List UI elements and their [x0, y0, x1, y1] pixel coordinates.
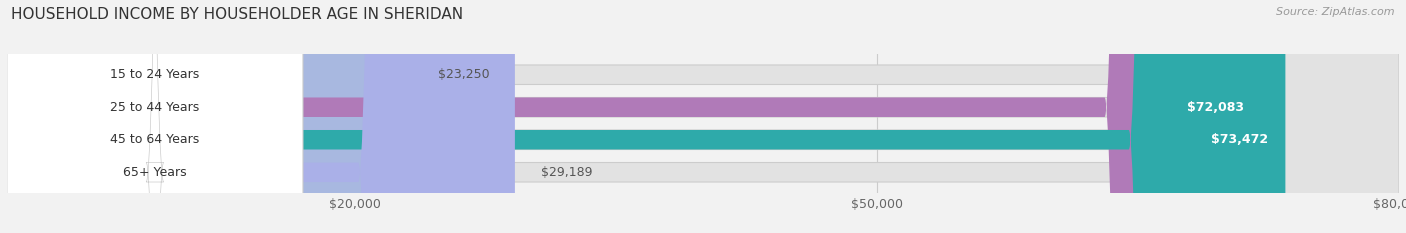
FancyBboxPatch shape: [7, 0, 1399, 233]
FancyBboxPatch shape: [7, 0, 302, 233]
Text: $73,472: $73,472: [1211, 133, 1268, 146]
FancyBboxPatch shape: [7, 0, 1261, 233]
FancyBboxPatch shape: [7, 0, 1399, 233]
FancyBboxPatch shape: [7, 0, 1399, 233]
Text: $72,083: $72,083: [1187, 101, 1244, 114]
Text: HOUSEHOLD INCOME BY HOUSEHOLDER AGE IN SHERIDAN: HOUSEHOLD INCOME BY HOUSEHOLDER AGE IN S…: [11, 7, 464, 22]
Text: 15 to 24 Years: 15 to 24 Years: [110, 68, 200, 81]
Text: 25 to 44 Years: 25 to 44 Years: [110, 101, 200, 114]
Text: Source: ZipAtlas.com: Source: ZipAtlas.com: [1277, 7, 1395, 17]
Text: 65+ Years: 65+ Years: [124, 166, 187, 179]
FancyBboxPatch shape: [7, 0, 515, 233]
FancyBboxPatch shape: [7, 0, 302, 233]
FancyBboxPatch shape: [7, 0, 1399, 233]
Text: $23,250: $23,250: [437, 68, 489, 81]
Text: 45 to 64 Years: 45 to 64 Years: [110, 133, 200, 146]
FancyBboxPatch shape: [7, 0, 412, 233]
FancyBboxPatch shape: [7, 0, 302, 233]
Text: $29,189: $29,189: [541, 166, 592, 179]
FancyBboxPatch shape: [7, 0, 302, 233]
FancyBboxPatch shape: [7, 0, 1285, 233]
